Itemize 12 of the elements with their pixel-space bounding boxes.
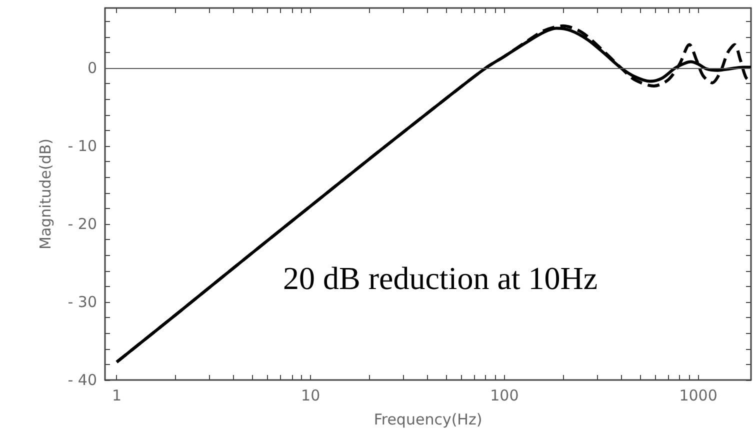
x-tick-label: 1 (112, 386, 122, 404)
y-tick-label: - 30 (68, 293, 97, 312)
y-tick-label: - 20 (68, 215, 97, 234)
annotation: 20 dB reduction at 10Hz (283, 260, 598, 296)
y-tick-label: - 40 (68, 371, 97, 389)
x-tick-label: 1000 (679, 386, 718, 404)
x-tick-label: 100 (490, 386, 519, 404)
y-axis-title: Magnitude(dB) (36, 138, 54, 250)
y-tick-label: - 10 (68, 137, 97, 156)
y-tick-label: 0 (87, 59, 97, 78)
x-axis-title: Frequency(Hz) (374, 410, 482, 428)
x-tick-label: 10 (301, 386, 320, 404)
